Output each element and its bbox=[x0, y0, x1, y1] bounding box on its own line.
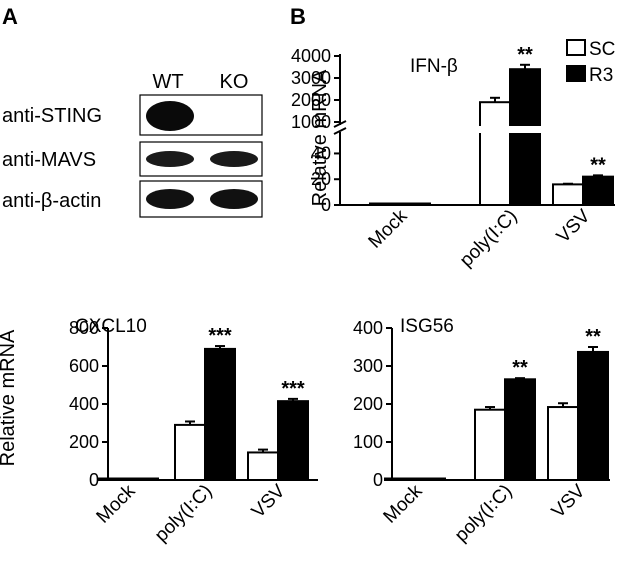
significance-marker: *** bbox=[208, 325, 232, 347]
panel-letter-a: A bbox=[2, 4, 18, 29]
y-tick-label: 300 bbox=[353, 356, 383, 376]
category-label: poly(I:C) bbox=[456, 206, 522, 272]
y-axis-title: Relative mRNA bbox=[0, 329, 19, 466]
bar-sc bbox=[247, 451, 279, 482]
chart-title: IFN-β bbox=[410, 56, 458, 77]
chart-title: ISG56 bbox=[400, 316, 454, 337]
category-label: Mock bbox=[380, 480, 427, 527]
y-tick-label: 2000 bbox=[291, 90, 331, 110]
y-tick-label: 100 bbox=[353, 432, 383, 452]
bar-sc bbox=[479, 101, 511, 206]
y-tick-label: 3000 bbox=[291, 68, 331, 88]
category-label: poly(I:C) bbox=[451, 481, 517, 547]
y-tick-label: 400 bbox=[353, 318, 383, 338]
bar-r3 bbox=[577, 350, 609, 481]
legend-label-r3: R3 bbox=[589, 65, 613, 86]
lane-label-wt: WT bbox=[152, 71, 183, 93]
y-tick-label: 0 bbox=[321, 195, 331, 215]
band-sting-wt bbox=[146, 101, 194, 131]
category-label: Mock bbox=[93, 480, 140, 527]
bar-r3 bbox=[277, 400, 309, 481]
bar-sc bbox=[97, 477, 129, 481]
category-label: VSV bbox=[248, 480, 290, 522]
bar-sc bbox=[552, 183, 584, 206]
bar-r3 bbox=[399, 202, 431, 206]
bar-sc bbox=[174, 423, 206, 481]
y-tick-label: 600 bbox=[69, 356, 99, 376]
y-tick-label: 200 bbox=[69, 432, 99, 452]
y-tick-label: 4000 bbox=[291, 46, 331, 66]
axis-break-mark bbox=[333, 127, 347, 135]
bar-break-gap bbox=[476, 126, 544, 133]
lane-label-ko: KO bbox=[220, 71, 249, 93]
bar-r3 bbox=[414, 477, 446, 481]
blot-label-sting: anti-STING bbox=[2, 105, 102, 127]
category-label: Mock bbox=[365, 205, 412, 252]
bar-sc bbox=[474, 408, 506, 482]
legend-swatch-r3 bbox=[566, 65, 586, 82]
bar-r3 bbox=[504, 378, 536, 481]
blot-label-actin: anti-β-actin bbox=[2, 190, 101, 212]
y-tick-label: 0 bbox=[89, 470, 99, 490]
bar-r3 bbox=[204, 347, 236, 481]
panel-letter-b: B bbox=[290, 4, 306, 29]
y-axis-title: Relative mRNA bbox=[309, 69, 331, 206]
bar-sc bbox=[384, 477, 416, 481]
band-actin-ko bbox=[210, 189, 258, 209]
panel-a: A WT KO anti-STING anti-MAVS anti-β-acti… bbox=[2, 4, 263, 218]
significance-marker: ** bbox=[590, 154, 606, 176]
y-tick-label: 1000 bbox=[291, 112, 331, 132]
legend-swatch-sc bbox=[566, 39, 586, 56]
chart-cxcl10: CXCL10 Relative mRNA 0 200 400 600 800 Mock *** p… bbox=[0, 316, 318, 546]
y-tick-label: 400 bbox=[69, 394, 99, 414]
significance-marker: ** bbox=[517, 44, 533, 66]
y-tick-label: 800 bbox=[69, 318, 99, 338]
y-tick-label: 200 bbox=[353, 394, 383, 414]
y-tick-label: 20 bbox=[311, 169, 331, 189]
bar-sc bbox=[369, 202, 401, 206]
category-label: VSV bbox=[553, 205, 595, 247]
axis-break-mark bbox=[333, 120, 347, 128]
bar-sc bbox=[547, 406, 579, 482]
bar-r3 bbox=[509, 68, 541, 206]
legend-label-sc: SC bbox=[589, 39, 615, 60]
blot-label-mavs: anti-MAVS bbox=[2, 149, 96, 171]
bar-r3 bbox=[582, 175, 614, 206]
chart-isg56: ISG56 0 100 200 300 400 Mock ** poly(I:C) ** VSV bbox=[353, 316, 610, 546]
significance-marker: ** bbox=[512, 357, 528, 379]
band-mavs-ko bbox=[210, 151, 258, 167]
significance-marker: *** bbox=[281, 378, 305, 400]
category-label: VSV bbox=[548, 480, 590, 522]
band-mavs-wt bbox=[146, 151, 194, 167]
y-tick-label: 0 bbox=[373, 470, 383, 490]
significance-marker: ** bbox=[585, 326, 601, 348]
chart-title: CXCL10 bbox=[75, 316, 147, 337]
band-actin-wt bbox=[146, 189, 194, 209]
bar-r3 bbox=[127, 477, 159, 481]
y-tick-label: 40 bbox=[311, 143, 331, 163]
category-label: poly(I:C) bbox=[151, 481, 217, 547]
